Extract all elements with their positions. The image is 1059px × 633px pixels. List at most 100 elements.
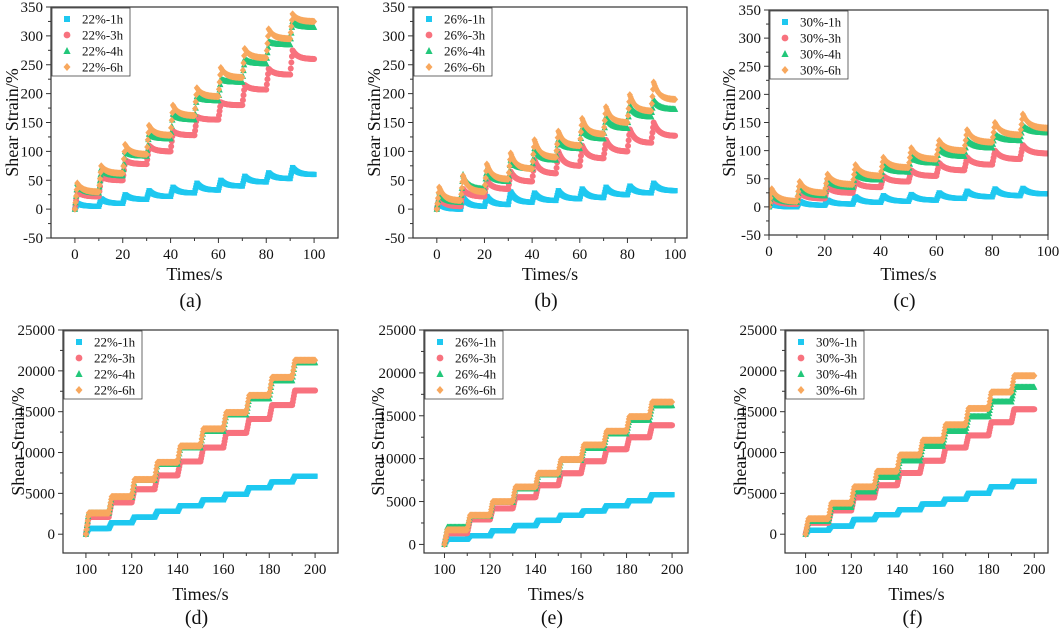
data-point: [310, 23, 318, 30]
series-22%-6h: [71, 10, 318, 213]
y-tick-label: 250: [383, 58, 406, 74]
legend-label: 22%-3h: [82, 28, 124, 43]
data-point: [529, 173, 536, 180]
data-point: [215, 85, 223, 93]
data-point: [96, 181, 103, 189]
data-point: [989, 138, 996, 146]
x-axis-label: Times/s: [166, 264, 222, 284]
legend-marker-diamond-icon: [63, 63, 71, 71]
data-point: [505, 175, 512, 183]
y-tick-label: 200: [383, 87, 406, 103]
legend-label: 22%-6h: [82, 60, 124, 75]
data-point: [577, 128, 585, 136]
data-point: [795, 187, 802, 196]
y-tick-label: 0: [754, 200, 762, 216]
data-point: [577, 135, 584, 143]
data-point: [1017, 126, 1024, 134]
data-point: [962, 136, 969, 144]
y-tick-label: 100: [383, 144, 406, 160]
y-axis-label: Shear Strain/%: [2, 68, 22, 176]
data-point: [288, 170, 294, 176]
data-point: [905, 163, 912, 172]
x-tick-label: 60: [572, 247, 587, 263]
x-tick-label: 100: [664, 247, 687, 263]
data-point: [288, 173, 294, 179]
legend-marker-triangle-icon: [63, 47, 71, 54]
data-point: [119, 177, 126, 184]
legend-label: 30%-3h: [800, 31, 842, 46]
legend-marker-circle-icon: [63, 31, 71, 39]
data-point: [482, 174, 489, 182]
legend-label: 26%-6h: [444, 60, 486, 75]
legend-marker-circle-icon: [781, 34, 789, 42]
data-point: [989, 144, 996, 151]
data-point: [505, 201, 511, 208]
data-point: [648, 113, 655, 120]
data-point: [191, 132, 198, 139]
data-point: [72, 199, 79, 207]
y-axis-label: Shear Strain/%: [364, 68, 384, 176]
data-point: [671, 105, 679, 112]
x-tick-label: 0: [71, 247, 79, 263]
data-point: [1044, 129, 1048, 136]
data-point: [554, 140, 561, 148]
data-point: [459, 178, 466, 186]
y-tick-label: 100: [21, 144, 44, 160]
data-point: [961, 147, 968, 155]
data-point: [906, 158, 913, 167]
data-point: [552, 170, 559, 177]
data-point: [672, 132, 679, 139]
data-point: [287, 175, 293, 182]
data-point: [553, 147, 560, 155]
data-point: [239, 66, 247, 74]
data-point: [286, 40, 294, 48]
data-point: [576, 162, 583, 169]
data-point: [961, 152, 968, 159]
data-point: [263, 86, 270, 93]
data-point: [120, 155, 128, 163]
data-point: [529, 165, 536, 173]
data-point: [506, 162, 513, 170]
data-point: [288, 16, 296, 24]
y-tick-label: 300: [21, 29, 44, 45]
data-point: [529, 157, 536, 166]
data-point: [143, 161, 150, 168]
data-point: [648, 100, 655, 108]
x-tick-label: 100: [303, 247, 326, 263]
data-point: [529, 178, 536, 185]
data-point: [263, 59, 270, 67]
data-point: [625, 137, 632, 144]
data-point: [600, 130, 607, 138]
data-point: [671, 95, 679, 103]
data-point: [457, 196, 464, 205]
y-tick-label: 200: [739, 87, 762, 103]
data-point: [506, 198, 512, 204]
data-point: [851, 166, 858, 174]
legend-label: 22%-1h: [82, 12, 124, 27]
data-point: [821, 189, 828, 197]
series-22%-1h: [72, 164, 317, 212]
y-tick-label: 300: [739, 31, 762, 47]
x-tick-label: 0: [433, 247, 441, 263]
data-point: [239, 73, 246, 82]
legend-marker-square-icon: [426, 16, 432, 22]
x-tick-label: 80: [259, 247, 274, 263]
chart-panel: 0 20 40 60 80 100-50050100150200250300350Time…: [364, 0, 688, 312]
data-point: [311, 55, 318, 62]
data-point: [530, 150, 537, 158]
y-tick-label: 300: [383, 29, 406, 45]
y-axis-label: Shear Strain/%: [719, 68, 739, 176]
y-tick-label: 350: [739, 3, 762, 19]
data-point: [935, 141, 942, 149]
legend-label: 30%-1h: [800, 15, 842, 30]
plot-area: [433, 78, 679, 213]
y-tick-label: 50: [28, 173, 43, 189]
data-point: [933, 150, 941, 159]
data-point: [624, 111, 632, 120]
data-point: [120, 162, 127, 170]
data-point: [649, 92, 656, 101]
y-tick-label: 250: [21, 58, 44, 74]
data-point: [961, 141, 969, 150]
data-point: [648, 139, 655, 146]
